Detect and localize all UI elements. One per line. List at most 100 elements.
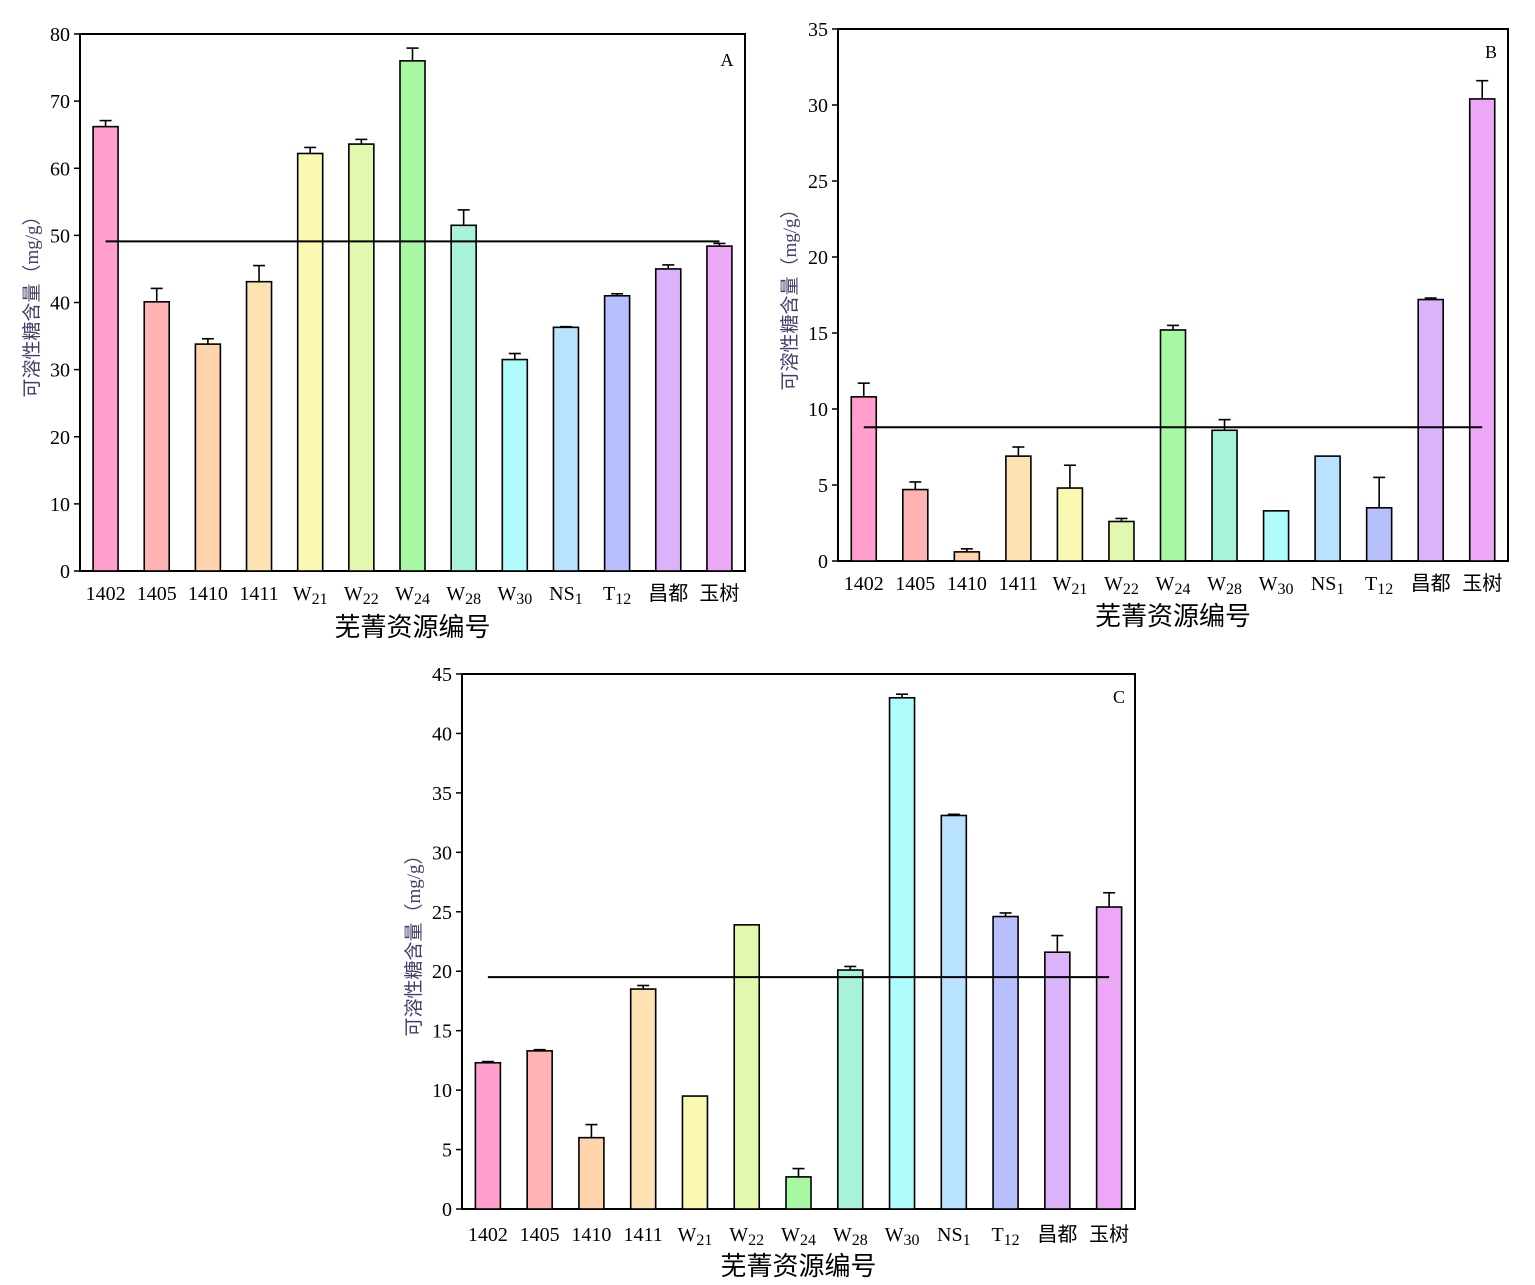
x-tick-label: 1410	[947, 573, 987, 595]
bar	[1417, 298, 1444, 562]
y-tick-label: 35	[808, 19, 828, 41]
x-tick-label: W22	[1104, 573, 1139, 598]
y-tick-label: 10	[808, 399, 828, 421]
bar	[296, 152, 324, 572]
bar	[681, 1095, 709, 1210]
plot-frame	[461, 673, 1136, 1210]
x-tick-label: 1411	[624, 1224, 663, 1246]
y-tick-label: 50	[50, 225, 70, 247]
y-tick-label: 60	[50, 158, 70, 180]
bar	[143, 301, 171, 572]
bar	[245, 280, 273, 572]
y-axis-title: 可溶性糖含量（mg/g）	[779, 199, 801, 390]
chart-panel-b: 0 5 10 15 20 25 30 35 1402 1405 1410 1411 W21 W22 W24 W…	[779, 19, 1509, 631]
bar	[1044, 951, 1071, 1210]
x-tick-label: T12	[1365, 573, 1393, 598]
x-tick-label: 1411	[999, 573, 1038, 595]
x-tick-label: W24	[1156, 573, 1191, 598]
bar	[348, 143, 375, 572]
x-tick-label: W28	[1207, 573, 1242, 598]
x-tick-label: 昌都	[1037, 1223, 1077, 1246]
y-tick-label: 80	[50, 24, 70, 46]
x-tick-label: 昌都	[648, 582, 688, 605]
x-axis-title: 芜菁资源编号	[334, 613, 490, 642]
x-tick-label: W21	[678, 1224, 713, 1249]
y-axis-title: 可溶性糖含量（mg/g）	[403, 845, 425, 1036]
bar	[1314, 455, 1341, 562]
bar	[194, 343, 222, 572]
x-tick-label: W24	[395, 583, 430, 608]
chart-panel-c: 0 5 10 15 20 25 30 35 40 45 1402 1405 1410 1411 W21 W22…	[403, 664, 1136, 1281]
bar	[552, 326, 580, 572]
x-tick-label: NS1	[1311, 573, 1345, 598]
bar	[888, 696, 916, 1210]
bar	[399, 60, 426, 572]
x-tick-label: W22	[344, 583, 379, 608]
x-tick-label: W30	[1259, 573, 1294, 598]
x-tick-label: W24	[781, 1224, 816, 1249]
bar	[836, 969, 864, 1210]
x-tick-label: T12	[991, 1224, 1019, 1249]
bar	[1095, 906, 1123, 1210]
bar	[578, 1136, 605, 1210]
chart-panel-a: 0 10 20 30 40 50 60 70 80 1402 1405 1410 1411 W21 W22 W…	[21, 24, 746, 642]
y-tick-label: 25	[808, 171, 828, 193]
y-tick-label: 40	[432, 723, 452, 745]
x-tick-label: 1402	[844, 573, 884, 595]
x-tick-label: W28	[446, 583, 481, 608]
x-tick-label: T12	[603, 583, 631, 608]
bar	[850, 396, 878, 562]
bar	[902, 488, 929, 562]
x-tick-label: W30	[885, 1224, 920, 1249]
y-tick-label: 5	[442, 1140, 452, 1162]
bar	[501, 358, 529, 572]
x-tick-label: NS1	[937, 1224, 971, 1249]
x-tick-label: W21	[1052, 573, 1087, 598]
y-tick-label: 45	[432, 664, 452, 686]
bar	[1468, 98, 1496, 562]
y-tick-label: 30	[432, 842, 452, 864]
y-tick-label: 25	[432, 902, 452, 924]
x-tick-label: 1411	[239, 583, 278, 605]
x-tick-label: 玉树	[1089, 1223, 1129, 1246]
bar	[1005, 455, 1032, 562]
y-tick-label: 30	[50, 360, 70, 382]
x-tick-label: 1410	[188, 583, 228, 605]
y-tick-label: 15	[432, 1021, 452, 1043]
bar	[1159, 329, 1187, 562]
bar	[629, 988, 657, 1210]
x-tick-label: W28	[833, 1224, 868, 1249]
y-tick-label: 30	[808, 95, 828, 117]
y-tick-label: 40	[50, 293, 70, 315]
bar	[733, 924, 761, 1210]
x-tick-label: W30	[497, 583, 532, 608]
y-tick-label: 20	[808, 247, 828, 269]
bar	[654, 268, 682, 572]
x-axis-title: 芜菁资源编号	[720, 1252, 876, 1281]
bar	[603, 294, 631, 572]
x-tick-label: 玉树	[699, 582, 739, 605]
bar	[706, 245, 733, 572]
bar	[92, 125, 119, 572]
y-tick-label: 20	[432, 961, 452, 983]
bar	[992, 915, 1019, 1210]
panel-label: A	[721, 50, 734, 70]
y-tick-label: 35	[432, 783, 452, 805]
x-tick-label: 1405	[137, 583, 177, 605]
y-tick-label: 10	[432, 1080, 452, 1102]
x-tick-label: W22	[729, 1224, 764, 1249]
panel-label: B	[1485, 42, 1497, 62]
panel-label: C	[1113, 687, 1125, 707]
y-tick-label: 0	[60, 561, 70, 583]
y-tick-label: 70	[50, 91, 70, 113]
y-tick-label: 0	[818, 551, 828, 573]
x-tick-label: NS1	[549, 583, 583, 608]
bar	[1365, 506, 1393, 562]
bar	[1056, 487, 1084, 562]
y-tick-label: 0	[442, 1199, 452, 1221]
x-tick-label: W21	[293, 583, 328, 608]
y-tick-label: 5	[818, 475, 828, 497]
bar	[450, 224, 477, 572]
bar	[953, 551, 981, 562]
